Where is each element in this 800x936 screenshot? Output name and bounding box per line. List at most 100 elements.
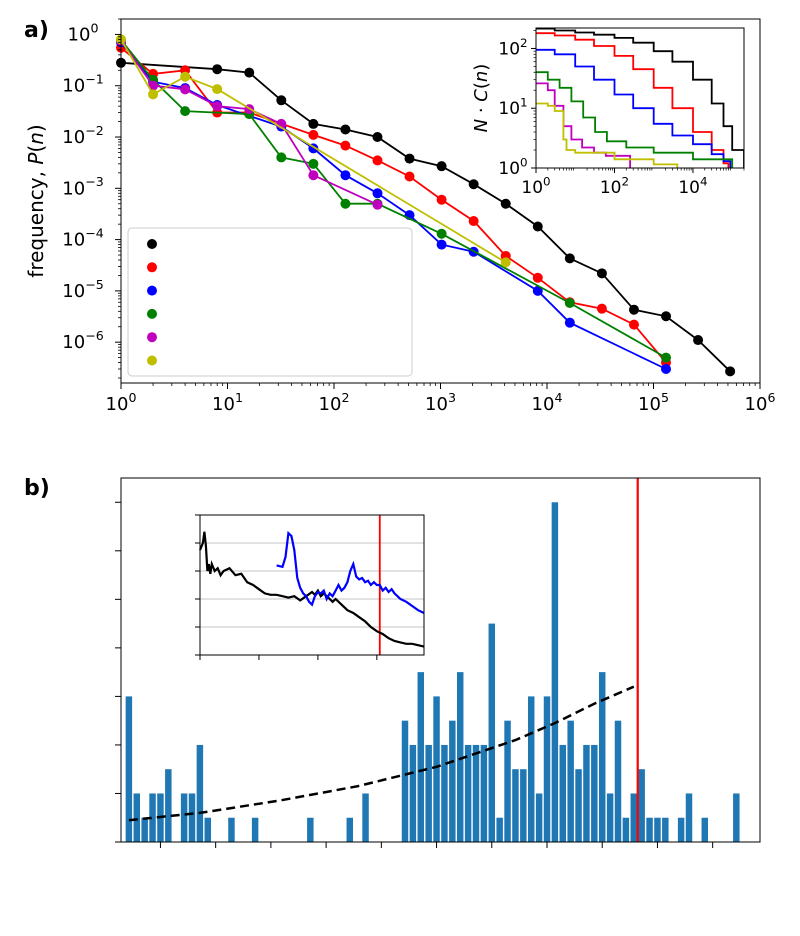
bar	[488, 623, 496, 842]
inset-y-label-part: )	[471, 64, 492, 71]
y-tick-label-base: 10	[62, 76, 85, 97]
series-0-point	[661, 311, 672, 322]
series-5-point	[500, 257, 511, 268]
inset-y-label-part: ·	[471, 102, 492, 119]
bar	[733, 793, 740, 842]
series-3-point	[661, 352, 672, 363]
series-2-point	[564, 317, 575, 328]
inset-lines	[536, 28, 744, 168]
inset-y-tick-label: 100	[498, 155, 527, 179]
series-4-point	[212, 101, 223, 112]
bar	[543, 696, 551, 842]
bar	[480, 744, 488, 842]
bar	[425, 744, 432, 842]
x-tick-label-exp: 2	[341, 390, 349, 405]
bar	[196, 744, 204, 842]
inset-x-tick-label-exp: 0	[543, 174, 551, 188]
inset-series-line-5	[536, 102, 679, 168]
bar	[701, 817, 709, 842]
inset-x-tick-label-base: 10	[521, 178, 543, 198]
y-tick-label: 100	[68, 20, 99, 45]
y-tick-label-exp: −5	[85, 277, 104, 292]
x-tick-label: 100	[106, 390, 137, 415]
y-tick-label-base: 10	[62, 230, 85, 251]
series-2-point	[661, 363, 672, 374]
series-0-point	[372, 132, 383, 143]
inset-y-tick-label-base: 10	[498, 159, 520, 179]
series-5-point	[212, 84, 223, 95]
series-2-point	[340, 170, 351, 181]
panel-b-tag: b)	[24, 476, 50, 501]
legend-box	[127, 227, 413, 377]
x-tick-label-exp: 0	[128, 390, 136, 405]
bar	[630, 793, 638, 842]
inset-series-line-2	[536, 48, 732, 168]
series-3-point	[436, 228, 447, 239]
legend-marker-0	[147, 239, 157, 249]
inset-y-label-part: C	[471, 89, 492, 102]
series-1-point	[628, 319, 639, 330]
bar	[614, 720, 622, 842]
series-1-point	[436, 194, 447, 205]
exponent-inset-chart	[195, 514, 425, 660]
series-0-point	[500, 198, 511, 209]
legend-marker-3	[147, 308, 157, 319]
x-tick-label-base: 10	[319, 394, 342, 415]
x-tick-label-base: 10	[106, 394, 129, 415]
y-tick-label-base: 10	[62, 127, 85, 148]
series-1-point	[532, 272, 543, 283]
bar	[188, 793, 196, 842]
series-0-point	[308, 118, 319, 129]
y-tick-label-exp: −6	[85, 328, 104, 343]
series-0-point	[468, 179, 479, 190]
inset-frame	[199, 514, 425, 656]
bar	[496, 817, 503, 842]
x-tick-label-base: 10	[532, 394, 555, 415]
inset-x-tick-label-exp: 2	[622, 174, 630, 188]
x-tick-label-exp: 4	[554, 390, 562, 405]
y-tick-label-exp: −3	[85, 174, 104, 189]
inset-x-tick-label-base: 10	[678, 178, 700, 198]
legend-marker-4	[147, 332, 157, 343]
y-axis-label-part: n	[24, 132, 48, 145]
y-tick-label: 10−2	[62, 123, 103, 148]
y-tick-label-exp: −1	[85, 72, 104, 87]
series-0-point	[725, 366, 736, 377]
legend	[127, 227, 413, 377]
bar	[180, 793, 188, 842]
bar	[149, 793, 156, 842]
series-3-point	[564, 298, 575, 309]
series-1-point	[308, 129, 319, 140]
exponent-series-line-1	[276, 530, 425, 614]
series-2-point	[436, 239, 447, 250]
inset-series-line-1	[536, 32, 730, 168]
x-tick-label: 104	[532, 390, 563, 415]
y-tick-label-base: 10	[62, 281, 85, 302]
inset-y-label-part: (	[471, 82, 492, 89]
y-axis-label-part: P	[24, 152, 48, 165]
plot-frame	[120, 18, 761, 384]
legend-marker-1	[147, 262, 157, 273]
series-1-point	[596, 303, 607, 314]
plot-frame	[120, 477, 761, 843]
bar	[606, 793, 614, 842]
bar	[409, 744, 417, 842]
inset-y-tick-label-exp: 0	[520, 155, 528, 169]
y-tick-label: 10−3	[62, 174, 103, 199]
series-0-point	[276, 95, 287, 106]
arrival-bar-chart	[115, 477, 761, 848]
bar	[228, 817, 235, 842]
inset-x-tick-label: 104	[678, 174, 707, 198]
x-tick-label-base: 10	[425, 394, 448, 415]
bar	[512, 769, 519, 842]
bar	[133, 793, 141, 842]
inset-frame	[535, 27, 745, 169]
bar	[125, 696, 133, 842]
bar	[433, 696, 440, 842]
y-tick-label: 10−4	[62, 225, 103, 250]
frequency-chart: 100 101 102 103 104 105 10610−610−510−410−310−…	[24, 18, 775, 415]
y-tick-label-exp: 0	[90, 20, 98, 35]
y-axis-label-part: )	[24, 124, 48, 132]
x-tick-label-base: 10	[212, 394, 235, 415]
